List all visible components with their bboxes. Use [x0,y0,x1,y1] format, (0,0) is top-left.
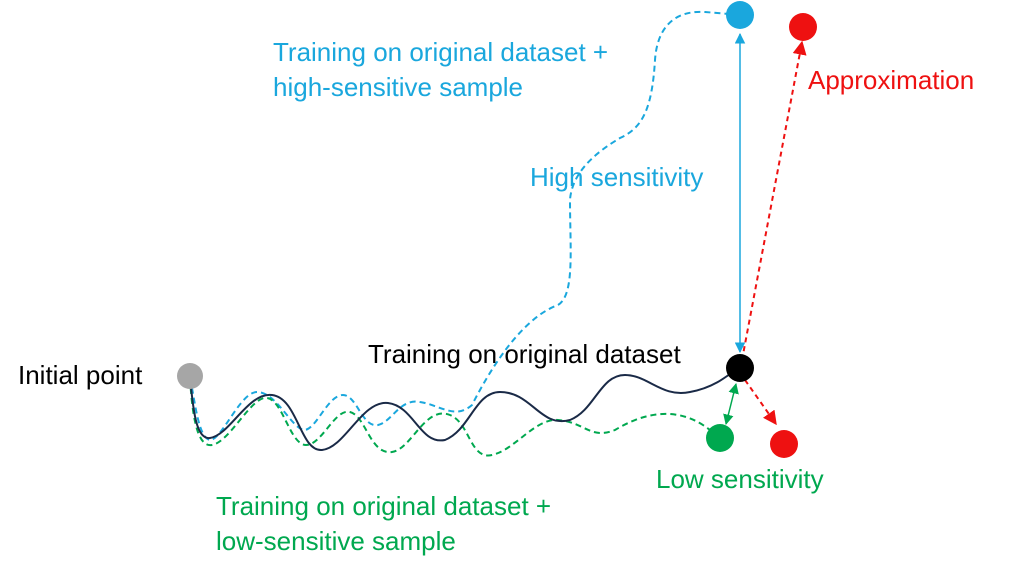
approximation-low-dot [770,430,798,458]
approximation-label: Approximation [808,65,975,95]
original-endpoint-dot [726,354,754,382]
original-training-label: Training on original dataset [368,339,681,369]
high-sensitive-training-path [189,10,736,442]
high-training-label-line1: Training on original dataset + [273,37,609,67]
high-sensitive-endpoint-dot [726,1,754,29]
low-sensitive-training-path [189,377,719,457]
low-sensitive-endpoint-dot [706,424,734,452]
approximation-high-dot [789,13,817,41]
high-training-label-line2: high-sensitive sample [273,72,524,102]
approximation-arrow-high [741,40,807,361]
low-sensitivity-label: Low sensitivity [656,464,824,494]
high-sensitivity-label: High sensitivity [530,162,704,192]
low-training-label-line1: Training on original dataset + [216,491,552,521]
approximation-arrow-low [744,379,777,426]
initial-point-dot [177,363,203,389]
low-training-label-line2: low-sensitive sample [216,526,456,556]
initial-point-label: Initial point [18,360,143,390]
original-training-path [189,367,739,452]
low-sensitivity-arrow [723,382,739,426]
